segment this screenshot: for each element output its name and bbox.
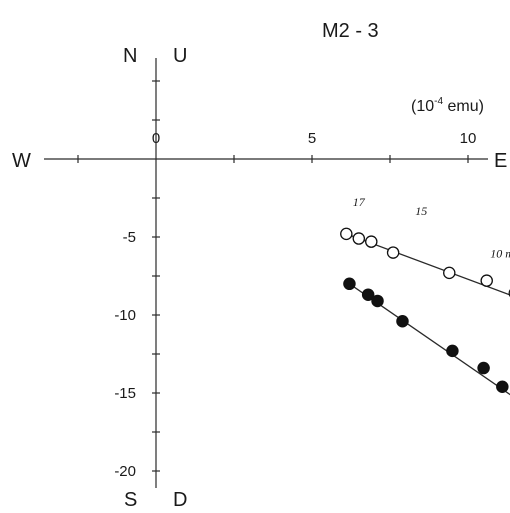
step-label: 15 (415, 204, 427, 218)
down-label: D (173, 489, 187, 511)
unit-label: (10-4 emu) (411, 96, 484, 115)
fit-lines (346, 233, 510, 396)
x-tick-label: 10 (460, 130, 477, 147)
horizontal-projection-point (446, 344, 459, 358)
south-label: S (124, 489, 137, 511)
horizontal-projection-point (371, 294, 384, 308)
y-tick-label: -5 (123, 229, 136, 246)
vertical-projection-point (352, 232, 366, 245)
y-tick-label: -15 (114, 385, 136, 402)
step-label: 17 (353, 195, 366, 209)
chart-title: M2 - 3 (322, 20, 379, 42)
data-points (340, 227, 510, 394)
horizontal-projection-point (477, 361, 490, 375)
step-label: 10 mT (490, 246, 510, 260)
horizontal-projection-point (396, 314, 409, 328)
x-ticks: 05101520 (77, 130, 477, 163)
vertical-projection-point (386, 246, 400, 259)
up-label: U (173, 45, 187, 67)
axes: 05101520 -5-10-15-20 (44, 58, 488, 488)
vertical-projection-point (340, 227, 353, 241)
x-tick-label: 0 (152, 130, 160, 147)
y-tick-label: -20 (114, 463, 136, 480)
y-ticks: -5 -10 -15 -20 (114, 80, 160, 480)
vertical-projection-point (365, 235, 378, 248)
x-tick-label: 5 (308, 130, 316, 147)
vertical-projection-point (443, 266, 456, 280)
west-label: W (12, 150, 31, 172)
horizontal-projection-point (343, 277, 356, 291)
east-label: E (494, 150, 507, 172)
north-label: N (123, 45, 137, 67)
horizontal-projection-point (361, 288, 375, 301)
vertical-projection-point (480, 274, 493, 287)
y-tick-label: -10 (114, 307, 136, 324)
horizontal-projection-point (496, 380, 509, 394)
